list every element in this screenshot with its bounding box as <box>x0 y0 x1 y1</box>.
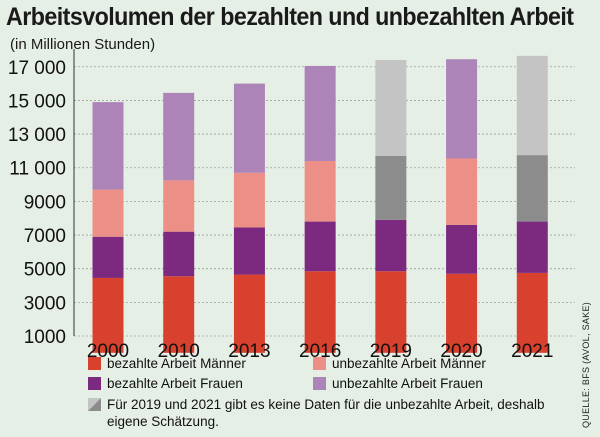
y-tick-label: 5000 <box>24 260 66 281</box>
bar-segment <box>304 65 336 162</box>
bar-segment <box>375 219 407 272</box>
legend-item-unbezahlte-frauen: unbezahlte Arbeit Frauen <box>313 376 483 391</box>
y-tick-label: 9000 <box>24 192 66 213</box>
bar-segment <box>516 221 548 273</box>
bar-segment <box>92 277 124 353</box>
estimate-note: Für 2019 und 2021 gibt es keine Daten fü… <box>88 396 547 430</box>
legend-swatch <box>88 377 101 390</box>
legend-label: bezahlte Arbeit Frauen <box>107 376 243 391</box>
legend-item-bezahlte-maenner: bezahlte Arbeit Männer <box>88 356 246 371</box>
source-credit: QUELLE: BFS (AVOL, SAKE) <box>581 301 591 428</box>
bar-segment <box>446 224 478 274</box>
y-tick-label: 13 000 <box>8 125 66 146</box>
legend-label: bezahlte Arbeit Männer <box>107 356 246 371</box>
estimate-swatch-icon <box>88 398 101 411</box>
estimate-note-text: Für 2019 und 2021 gibt es keine Daten fü… <box>107 397 545 429</box>
legend-swatch <box>313 377 326 390</box>
chart-title: Arbeitsvolumen der bezahlten und unbezah… <box>6 3 574 31</box>
bar-segment <box>163 231 195 277</box>
x-tick-label: 2019 <box>370 341 412 362</box>
bar-segment <box>233 172 265 228</box>
bar-segment <box>92 102 124 190</box>
bar-segment <box>233 227 265 275</box>
bar-segment <box>304 271 336 353</box>
bar-segment <box>446 273 478 353</box>
y-tick-label: 17 000 <box>8 58 66 79</box>
bar-segment <box>375 155 407 220</box>
chart-subtitle: (in Millionen Stunden) <box>10 36 156 53</box>
y-tick-label: 15 000 <box>8 91 66 112</box>
y-tick-label: 1000 <box>24 327 66 348</box>
y-tick-label: 11 000 <box>9 159 66 180</box>
x-tick-label: 2016 <box>299 341 341 362</box>
bar-segment <box>516 55 548 156</box>
y-tick-label: 3000 <box>24 293 66 314</box>
x-tick-label: 2013 <box>228 341 270 362</box>
bar-segment <box>304 161 336 222</box>
x-tick-label: 2010 <box>158 341 200 362</box>
bar-segment <box>446 158 478 225</box>
x-tick-label: 2000 <box>87 341 129 362</box>
y-tick-label: 7000 <box>24 226 66 247</box>
bar-segment <box>375 60 407 156</box>
x-tick-label: 2020 <box>440 341 482 362</box>
bar-segment <box>516 272 548 353</box>
bar-segment <box>446 59 478 159</box>
bar-segment <box>92 236 124 278</box>
legend-label: unbezahlte Arbeit Männer <box>332 356 486 371</box>
legend-item-bezahlte-frauen: bezahlte Arbeit Frauen <box>88 376 243 391</box>
bar-segment <box>375 271 407 353</box>
bar-segment <box>304 221 336 272</box>
bar-segment <box>163 92 195 181</box>
legend-label: unbezahlte Arbeit Frauen <box>332 376 483 391</box>
legend-item-unbezahlte-maenner: unbezahlte Arbeit Männer <box>313 356 486 371</box>
bar-segment <box>163 276 195 353</box>
bar-segment <box>233 83 265 173</box>
bar-segment <box>92 189 124 237</box>
x-tick-label: 2021 <box>511 341 553 362</box>
bar-segment <box>163 180 195 232</box>
legend-swatch <box>88 357 101 370</box>
bar-segment <box>233 274 265 353</box>
bar-segment <box>516 155 548 222</box>
legend-swatch <box>313 357 326 370</box>
